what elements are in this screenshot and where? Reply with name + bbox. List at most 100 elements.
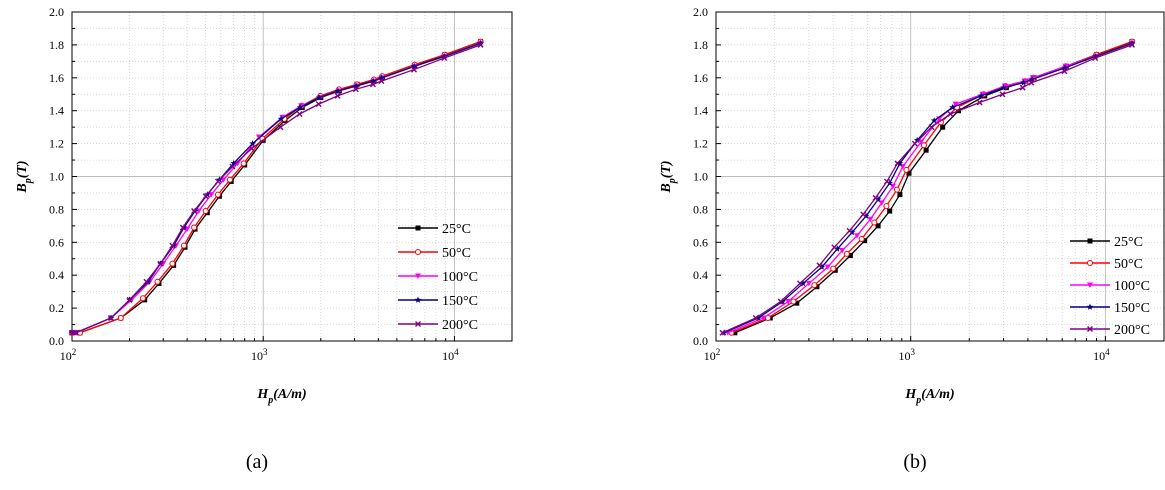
series-100c-point xyxy=(918,139,925,145)
series-200c-point xyxy=(229,163,236,170)
legend-200c: 200°C xyxy=(1070,323,1150,338)
legend-100c: 100°C xyxy=(1070,279,1150,294)
y-tick-label: 0.6 xyxy=(49,235,64,249)
series-100c-point xyxy=(854,233,861,239)
series-200c-point xyxy=(928,124,935,131)
series-150c-point xyxy=(1028,75,1036,83)
x-axis-label: Hp(A/m) xyxy=(904,387,954,406)
series-25c-point xyxy=(794,300,800,306)
series-150c-point xyxy=(862,212,870,219)
legend: 25°C 50°C 100°C 150°C 200°C xyxy=(1070,235,1150,338)
y-tick-label: 0.2 xyxy=(49,301,64,315)
legend-label: 50°C xyxy=(1114,257,1143,272)
legend-150c: 150°C xyxy=(398,294,478,309)
legend-marker-point xyxy=(415,321,421,327)
y-tick-label: 1.4 xyxy=(693,104,708,118)
series-150c-point xyxy=(352,82,360,89)
series-200c-point xyxy=(202,193,209,200)
series-group xyxy=(719,38,1136,336)
legend: 25°C 50°C 100°C 150°C 200°C xyxy=(398,222,478,333)
y-tick-label: 0.0 xyxy=(49,334,64,348)
legend-50c: 50°C xyxy=(1070,257,1143,272)
y-tick-label: 2.0 xyxy=(49,5,64,19)
series-200c-point xyxy=(369,81,376,88)
series-200c-point xyxy=(999,91,1006,98)
series-150c-point xyxy=(410,62,418,70)
series-150c-point xyxy=(874,196,882,203)
series-150c-point xyxy=(144,278,152,285)
series-150c-point xyxy=(230,159,237,167)
x-tick-label: 102 xyxy=(704,347,721,363)
y-tick-label: 1.6 xyxy=(49,71,64,85)
y-tick-label: 0.4 xyxy=(693,268,708,282)
y-axis-label-part: (T) xyxy=(15,160,30,178)
legend-50c: 50°C xyxy=(398,246,471,261)
series-200c-point xyxy=(1129,41,1136,48)
series-200c-point xyxy=(143,278,150,285)
series-50c-point xyxy=(180,242,187,249)
series-50c-point xyxy=(240,160,247,167)
x-tick-base: 10 xyxy=(442,349,454,363)
y-tick-label: 2.0 xyxy=(693,5,708,19)
y-axis: 0.0 0.2 0.4 0.6 0.8 1.0 1.2 1.4 1.6 1.8 2.0 xyxy=(49,5,77,348)
series-200c-point xyxy=(752,314,759,321)
y-tick-label: 1.8 xyxy=(49,38,64,52)
series-50c-point xyxy=(139,295,146,302)
series-50c-point xyxy=(811,282,818,289)
x-axis-label-part: p xyxy=(267,395,273,406)
series-200c-point xyxy=(894,160,901,167)
series-150c xyxy=(720,39,1136,336)
series-25c-point xyxy=(897,192,903,198)
series-150c-point xyxy=(1020,79,1027,86)
series-100c-line xyxy=(72,42,481,334)
series-50c-point xyxy=(790,298,797,305)
series-150c-point xyxy=(1092,52,1099,60)
series-200c-point xyxy=(248,145,255,152)
series-25c-point xyxy=(940,124,946,130)
y-tick-label: 0.4 xyxy=(49,268,64,282)
series-50c-point xyxy=(893,186,900,193)
series-50c-point xyxy=(920,142,927,149)
series-50c xyxy=(728,38,1136,336)
series-25c-line xyxy=(72,40,481,334)
series-50c-point xyxy=(830,265,837,272)
y-tick-label: 1.0 xyxy=(49,170,64,184)
y-tick-label: 0.8 xyxy=(49,202,64,216)
series-200c-point xyxy=(976,99,983,106)
series-150c-point xyxy=(1000,84,1007,91)
series-100c-point xyxy=(952,101,959,108)
series-25c-point xyxy=(923,147,929,153)
y-tick-label: 0.6 xyxy=(693,235,708,249)
legend-label: 25°C xyxy=(442,222,471,237)
x-axis-label-part: H xyxy=(256,387,269,402)
series-200c-point xyxy=(157,260,164,267)
legend-marker-point xyxy=(414,296,422,303)
series-200c-point xyxy=(883,178,890,185)
series-150c-point xyxy=(477,39,484,47)
series-150c-point xyxy=(334,87,342,94)
series-150c-point xyxy=(315,94,323,101)
x-tick-label: 102 xyxy=(60,347,77,363)
series-50c xyxy=(69,38,484,336)
series-200c-point xyxy=(860,211,867,218)
series-50c-point xyxy=(226,176,233,183)
series-100c-point xyxy=(1021,78,1028,85)
y-axis-label-part: p xyxy=(667,178,678,184)
series-150c-line xyxy=(72,42,481,334)
series-150c-point xyxy=(1061,64,1069,71)
panel-caption: (b) xyxy=(903,451,926,473)
series-200c-point xyxy=(108,314,115,321)
legend-marker-point xyxy=(1087,238,1093,244)
series-200c-point xyxy=(831,244,838,251)
series-50c-point xyxy=(883,203,890,210)
series-150c-point xyxy=(1128,39,1136,47)
y-tick-label: 0.8 xyxy=(693,202,708,216)
series-200c-point xyxy=(378,78,385,85)
series-200c-point xyxy=(719,329,726,336)
series-100c-line xyxy=(727,42,1133,334)
legend-label: 200°C xyxy=(442,318,478,333)
series-200c-point xyxy=(1061,68,1068,75)
